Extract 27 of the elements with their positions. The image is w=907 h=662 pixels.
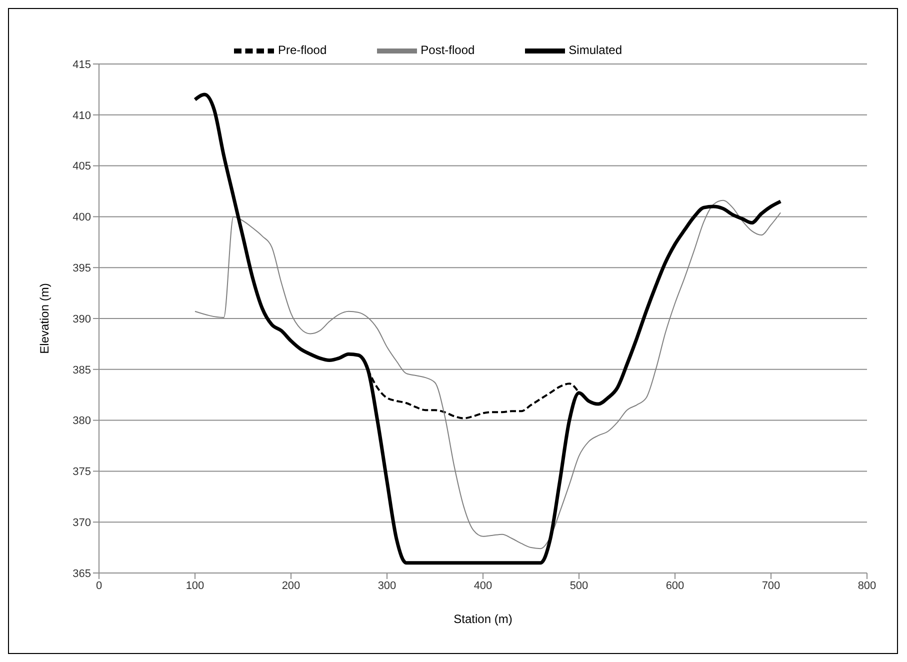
y-tick-label: 385 xyxy=(72,364,91,376)
legend-label: Simulated xyxy=(568,43,622,58)
y-tick-label: 395 xyxy=(72,262,91,275)
x-axis-title: Station (m) xyxy=(454,612,512,626)
x-tick-label: 400 xyxy=(474,580,492,592)
x-tick-label: 500 xyxy=(570,580,588,592)
x-tick-label: 800 xyxy=(858,580,876,592)
y-axis-title: Elevation (m) xyxy=(37,283,52,354)
x-tick-label: 600 xyxy=(666,580,684,592)
y-tick-label: 370 xyxy=(72,517,91,530)
line-series xyxy=(193,92,782,565)
y-tick-label: 390 xyxy=(72,313,91,326)
y-tick-label: 365 xyxy=(72,568,91,580)
x-tick-label: 700 xyxy=(762,580,780,592)
y-tick-label: 375 xyxy=(72,466,91,478)
y-tick-label: 380 xyxy=(72,415,91,428)
y-tick-label: 405 xyxy=(72,160,91,173)
legend-label: Post-flood xyxy=(420,43,475,58)
legend-label: Pre-flood xyxy=(278,43,327,58)
y-tick-label: 415 xyxy=(72,58,91,71)
x-tick-label: 200 xyxy=(282,580,300,592)
x-tick-label: 0 xyxy=(96,580,102,592)
x-tick-label: 100 xyxy=(186,580,204,592)
y-tick-label: 400 xyxy=(72,212,91,224)
x-tick-label: 300 xyxy=(378,580,396,592)
y-tick-label: 410 xyxy=(72,110,91,122)
line-series xyxy=(194,200,782,550)
